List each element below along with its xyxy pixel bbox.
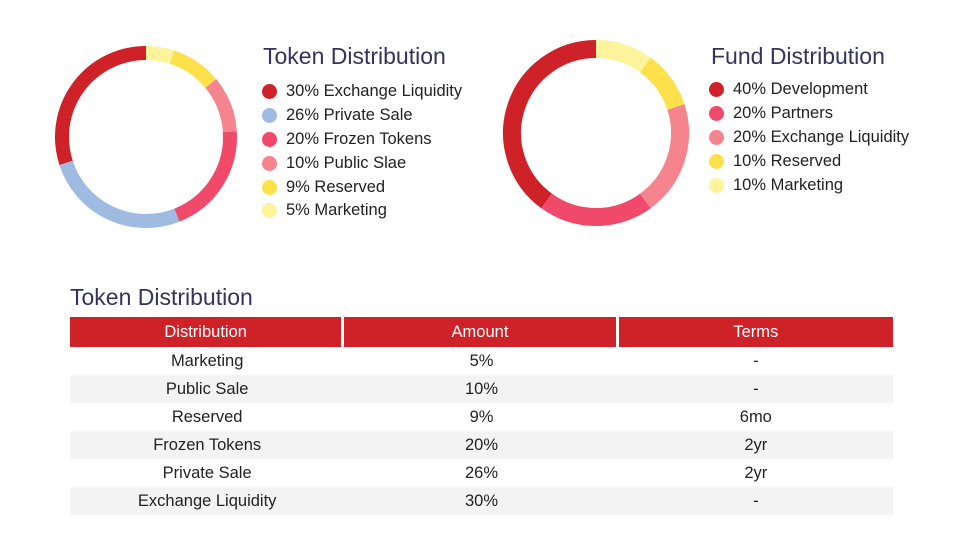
legend-item-10-reserved: 10% Reserved <box>709 149 909 173</box>
fund-chart-legend: 40% Development 20% Partners 20% Exchange … <box>709 78 909 197</box>
legend-item-20-partners: 20% Partners <box>709 102 909 126</box>
legend-item-10-marketing: 10% Marketing <box>709 173 909 197</box>
legend-dot-icon <box>262 84 277 100</box>
table-header-row: Distribution Amount Terms <box>70 317 893 347</box>
legend-dot-icon <box>709 177 724 193</box>
table-row: Frozen Tokens 20% 2yr <box>70 431 893 459</box>
legend-label: 5% Marketing <box>286 201 387 220</box>
donut-slice-9-reserved <box>169 50 217 89</box>
donut-slice-40-development <box>503 40 597 209</box>
donut-slice-30-exchange-liquidity <box>55 46 147 166</box>
header-amount: Amount <box>344 317 619 347</box>
legend-label: 20% Exchange Liquidity <box>733 127 910 146</box>
table-title: Token Distribution <box>70 284 253 310</box>
cell-distribution: Marketing <box>170 351 244 370</box>
cell-amount: 26% <box>464 463 498 482</box>
cell-distribution: Public Sale <box>70 375 345 403</box>
legend-item-26-private-sale: 26% Private Sale <box>262 104 462 128</box>
cell-distribution: Private Sale <box>162 463 252 482</box>
legend-item-40-development: 40% Development <box>709 78 909 102</box>
cell-amount: 20% <box>344 431 619 459</box>
legend-label: 20% Frozen Tokens <box>286 129 432 148</box>
legend-label: 10% Marketing <box>733 175 844 194</box>
legend-item-30-exchange-liquidity: 30% Exchange Liquidity <box>262 80 462 104</box>
token-distribution-donut <box>55 46 237 228</box>
donut-slice-5-marketing <box>145 46 175 64</box>
legend-label: 30% Exchange Liquidity <box>286 82 463 101</box>
token-distribution-chart: Token Distribution 30% Exchange Liquidit… <box>0 0 480 250</box>
header-terms: Terms <box>618 317 893 347</box>
legend-item-5-marketing: 5% Marketing <box>262 199 462 223</box>
legend-dot-icon <box>709 82 724 98</box>
cell-terms: 2yr <box>744 463 768 482</box>
legend-label: 26% Private Sale <box>286 106 413 125</box>
token-chart-title: Token Distribution <box>263 43 446 69</box>
legend-item-9-reserved: 9% Reserved <box>262 175 462 199</box>
cell-amount: 30% <box>344 487 619 515</box>
legend-label: 10% Public Slae <box>286 153 407 172</box>
fund-distribution-donut <box>503 40 689 226</box>
donut-slice-20-exchange-liquidity <box>639 104 689 209</box>
header-distribution: Distribution <box>70 317 345 347</box>
cell-terms: - <box>618 375 893 403</box>
legend-dot-icon <box>262 203 277 219</box>
cell-amount: 10% <box>344 375 619 403</box>
legend-dot-icon <box>709 129 724 145</box>
legend-dot-icon <box>262 179 277 195</box>
table-row: Public Sale 10% - <box>70 375 893 403</box>
legend-dot-icon <box>262 131 277 147</box>
legend-dot-icon <box>709 153 724 169</box>
cell-terms: - <box>618 487 893 515</box>
cell-terms: 2yr <box>618 431 893 459</box>
cell-terms: - <box>753 351 759 370</box>
donut-slice-10-reserved <box>639 57 685 111</box>
legend-item-20-frozen-tokens: 20% Frozen Tokens <box>262 128 462 152</box>
donut-slice-10-public-slae <box>205 78 237 133</box>
table-row: Reserved 9% 6mo <box>70 403 893 431</box>
legend-dot-icon <box>709 106 724 122</box>
legend-label: 20% Partners <box>733 104 833 123</box>
table-row: Marketing 5% - <box>70 347 893 375</box>
legend-dot-icon <box>262 155 277 171</box>
fund-chart-title: Fund Distribution <box>711 43 885 69</box>
legend-dot-icon <box>262 108 277 124</box>
legend-item-10-public-slae: 10% Public Slae <box>262 151 462 175</box>
legend-label: 40% Development <box>733 80 868 99</box>
cell-distribution: Exchange Liquidity <box>70 487 345 515</box>
legend-item-20-exchange-liquidity: 20% Exchange Liquidity <box>709 126 909 150</box>
cell-amount: 5% <box>469 351 494 370</box>
cell-distribution: Frozen Tokens <box>70 431 345 459</box>
legend-label: 9% Reserved <box>286 177 386 196</box>
legend-label: 10% Reserved <box>733 151 842 170</box>
donut-slice-26-private-sale <box>59 160 180 228</box>
cell-distribution: Reserved <box>171 407 243 426</box>
token-chart-legend: 30% Exchange Liquidity 26% Private Sale 20… <box>262 80 462 223</box>
token-distribution-table: Distribution Amount Terms Marketing 5% -… <box>70 317 893 515</box>
donut-slice-10-marketing <box>595 40 651 73</box>
cell-amount: 9% <box>469 407 494 426</box>
donut-slice-20-partners <box>541 193 651 226</box>
table-row: Exchange Liquidity 30% - <box>70 487 893 515</box>
table-row: Private Sale 26% 2yr <box>70 459 893 487</box>
fund-distribution-chart: Fund Distribution 40% Development 20% Par… <box>480 0 962 250</box>
donut-slice-20-frozen-tokens <box>174 131 237 222</box>
cell-terms: 6mo <box>739 407 772 426</box>
